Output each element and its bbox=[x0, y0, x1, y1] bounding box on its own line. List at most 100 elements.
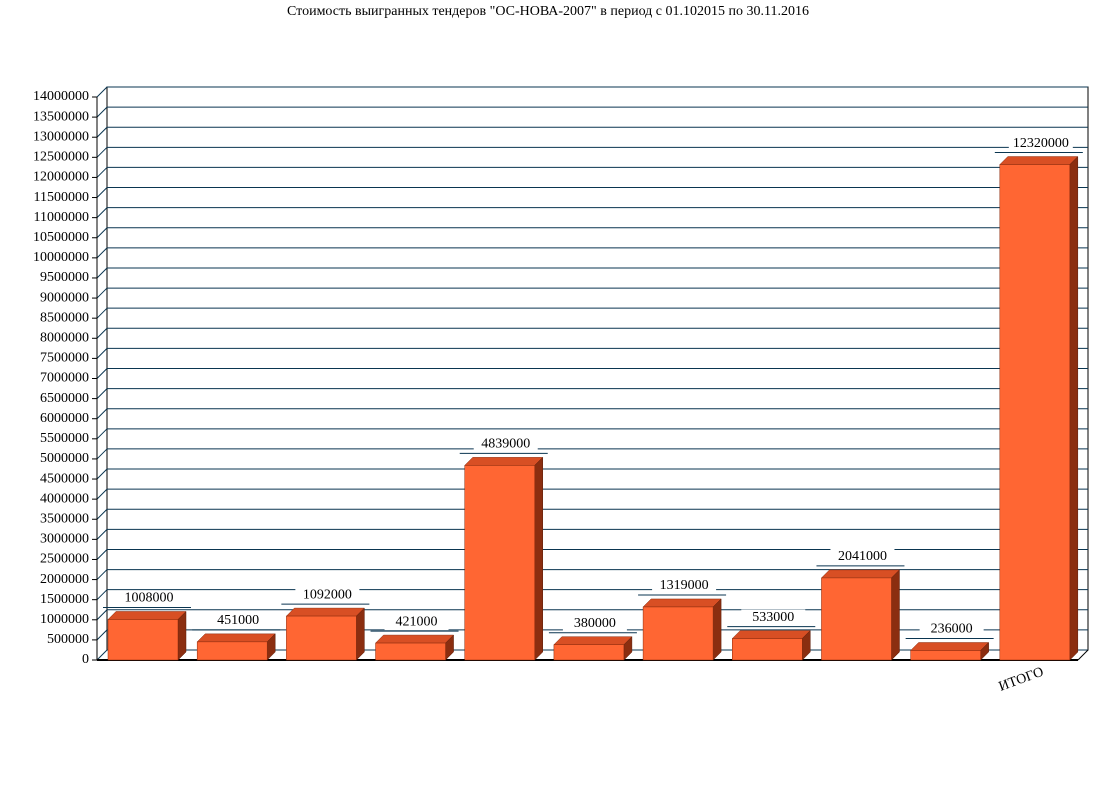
grid-line-side bbox=[96, 529, 108, 540]
bar-front bbox=[464, 465, 535, 661]
data-label: 1008000 bbox=[125, 591, 174, 606]
y-tick-label: 1000000 bbox=[40, 612, 89, 627]
y-tick-label: 13000000 bbox=[33, 129, 89, 144]
data-label: 533000 bbox=[752, 610, 794, 625]
grid-line-side bbox=[96, 569, 108, 580]
bar-side bbox=[177, 610, 187, 661]
grid-line-side bbox=[96, 327, 108, 339]
grid-line-side bbox=[96, 187, 108, 198]
bar-side bbox=[534, 456, 543, 661]
grid-line-side bbox=[96, 307, 108, 319]
label-bg bbox=[652, 577, 717, 594]
label-bg bbox=[295, 587, 360, 604]
grid-line-side bbox=[96, 287, 108, 299]
y-tick-label: 8000000 bbox=[40, 331, 89, 346]
grid-line-side bbox=[96, 448, 108, 460]
y-tick-label: 7000000 bbox=[40, 371, 89, 386]
grid-line-side bbox=[96, 508, 108, 520]
bar-front bbox=[821, 577, 892, 661]
bar bbox=[107, 610, 187, 661]
bar bbox=[374, 634, 455, 661]
grid-line-side bbox=[96, 649, 108, 661]
bar bbox=[910, 641, 990, 661]
bar-front bbox=[732, 638, 803, 661]
y-tick-label: 3500000 bbox=[40, 511, 89, 526]
bar-top bbox=[642, 598, 722, 608]
bar-top bbox=[910, 642, 990, 651]
grid-line-side bbox=[96, 428, 108, 440]
y-tick-label: 9000000 bbox=[40, 290, 89, 305]
y-tick-label: 0 bbox=[82, 652, 89, 667]
grid-line-side bbox=[96, 368, 108, 379]
bar-front bbox=[642, 606, 714, 661]
label-bg bbox=[117, 590, 181, 607]
y-tick-label: 3000000 bbox=[40, 532, 89, 547]
y-tick-label: 10500000 bbox=[33, 230, 89, 245]
bar-front bbox=[196, 641, 268, 661]
bar bbox=[820, 569, 901, 661]
label-bg bbox=[830, 548, 895, 565]
y-tick-label: 9500000 bbox=[40, 270, 89, 285]
label-bg bbox=[473, 436, 538, 453]
label-bg bbox=[741, 609, 806, 626]
grid-line-side bbox=[96, 207, 108, 218]
label-bg bbox=[562, 615, 627, 632]
bar-side bbox=[356, 607, 365, 661]
bar-top bbox=[820, 569, 901, 579]
grid-line-side bbox=[96, 247, 108, 259]
bar-side bbox=[891, 569, 900, 661]
grid-line-side bbox=[96, 388, 108, 399]
data-label: 421000 bbox=[396, 614, 438, 629]
bar-front bbox=[999, 164, 1071, 661]
data-label: 451000 bbox=[217, 613, 259, 628]
y-tick-label: 12000000 bbox=[33, 170, 89, 185]
bar bbox=[731, 629, 811, 661]
bar-front bbox=[910, 650, 981, 661]
y-tick-label: 10000000 bbox=[33, 250, 89, 265]
data-label: 12320000 bbox=[1013, 136, 1069, 151]
floor-right bbox=[1077, 649, 1089, 661]
grid-line-side bbox=[96, 348, 108, 359]
grid-line-side bbox=[96, 146, 108, 158]
y-tick-label: 11000000 bbox=[34, 210, 89, 225]
bar-top bbox=[196, 633, 276, 643]
x-tick-label: ИТОГО bbox=[997, 665, 1046, 695]
y-tick-label: 5000000 bbox=[40, 451, 89, 466]
bar-top bbox=[107, 611, 187, 620]
y-tick-label: 6500000 bbox=[40, 391, 89, 406]
grid-line-side bbox=[96, 629, 108, 641]
bar-front bbox=[107, 619, 179, 661]
y-tick-label: 500000 bbox=[47, 632, 89, 647]
label-bg bbox=[384, 614, 449, 631]
bar-top bbox=[553, 636, 633, 645]
bar-side bbox=[712, 598, 722, 661]
y-tick-label: 11500000 bbox=[34, 190, 89, 205]
bar bbox=[285, 607, 365, 661]
bar bbox=[553, 636, 633, 661]
bar bbox=[642, 598, 722, 661]
y-tick-label: 1500000 bbox=[40, 592, 89, 607]
grid-line-side bbox=[96, 408, 108, 420]
grid-line-side bbox=[96, 167, 108, 178]
grid-line-side bbox=[96, 86, 108, 98]
bar-front bbox=[286, 615, 357, 661]
data-label: 1092000 bbox=[303, 587, 352, 602]
bar-side bbox=[1069, 155, 1079, 661]
grid-line-side bbox=[96, 227, 108, 239]
grid-line-side bbox=[96, 488, 108, 500]
bar bbox=[464, 456, 544, 661]
bar-top bbox=[464, 457, 544, 466]
y-tick-label: 8500000 bbox=[40, 310, 89, 325]
bar bbox=[196, 633, 276, 661]
data-label: 380000 bbox=[574, 616, 616, 631]
bar-front bbox=[553, 644, 625, 661]
y-tick-label: 7500000 bbox=[40, 351, 89, 366]
grid-line-side bbox=[96, 549, 108, 560]
bar bbox=[999, 155, 1079, 661]
y-tick-label: 13500000 bbox=[33, 109, 89, 124]
bar-top bbox=[731, 630, 811, 639]
data-label: 4839000 bbox=[481, 437, 530, 452]
label-bg bbox=[919, 621, 984, 638]
